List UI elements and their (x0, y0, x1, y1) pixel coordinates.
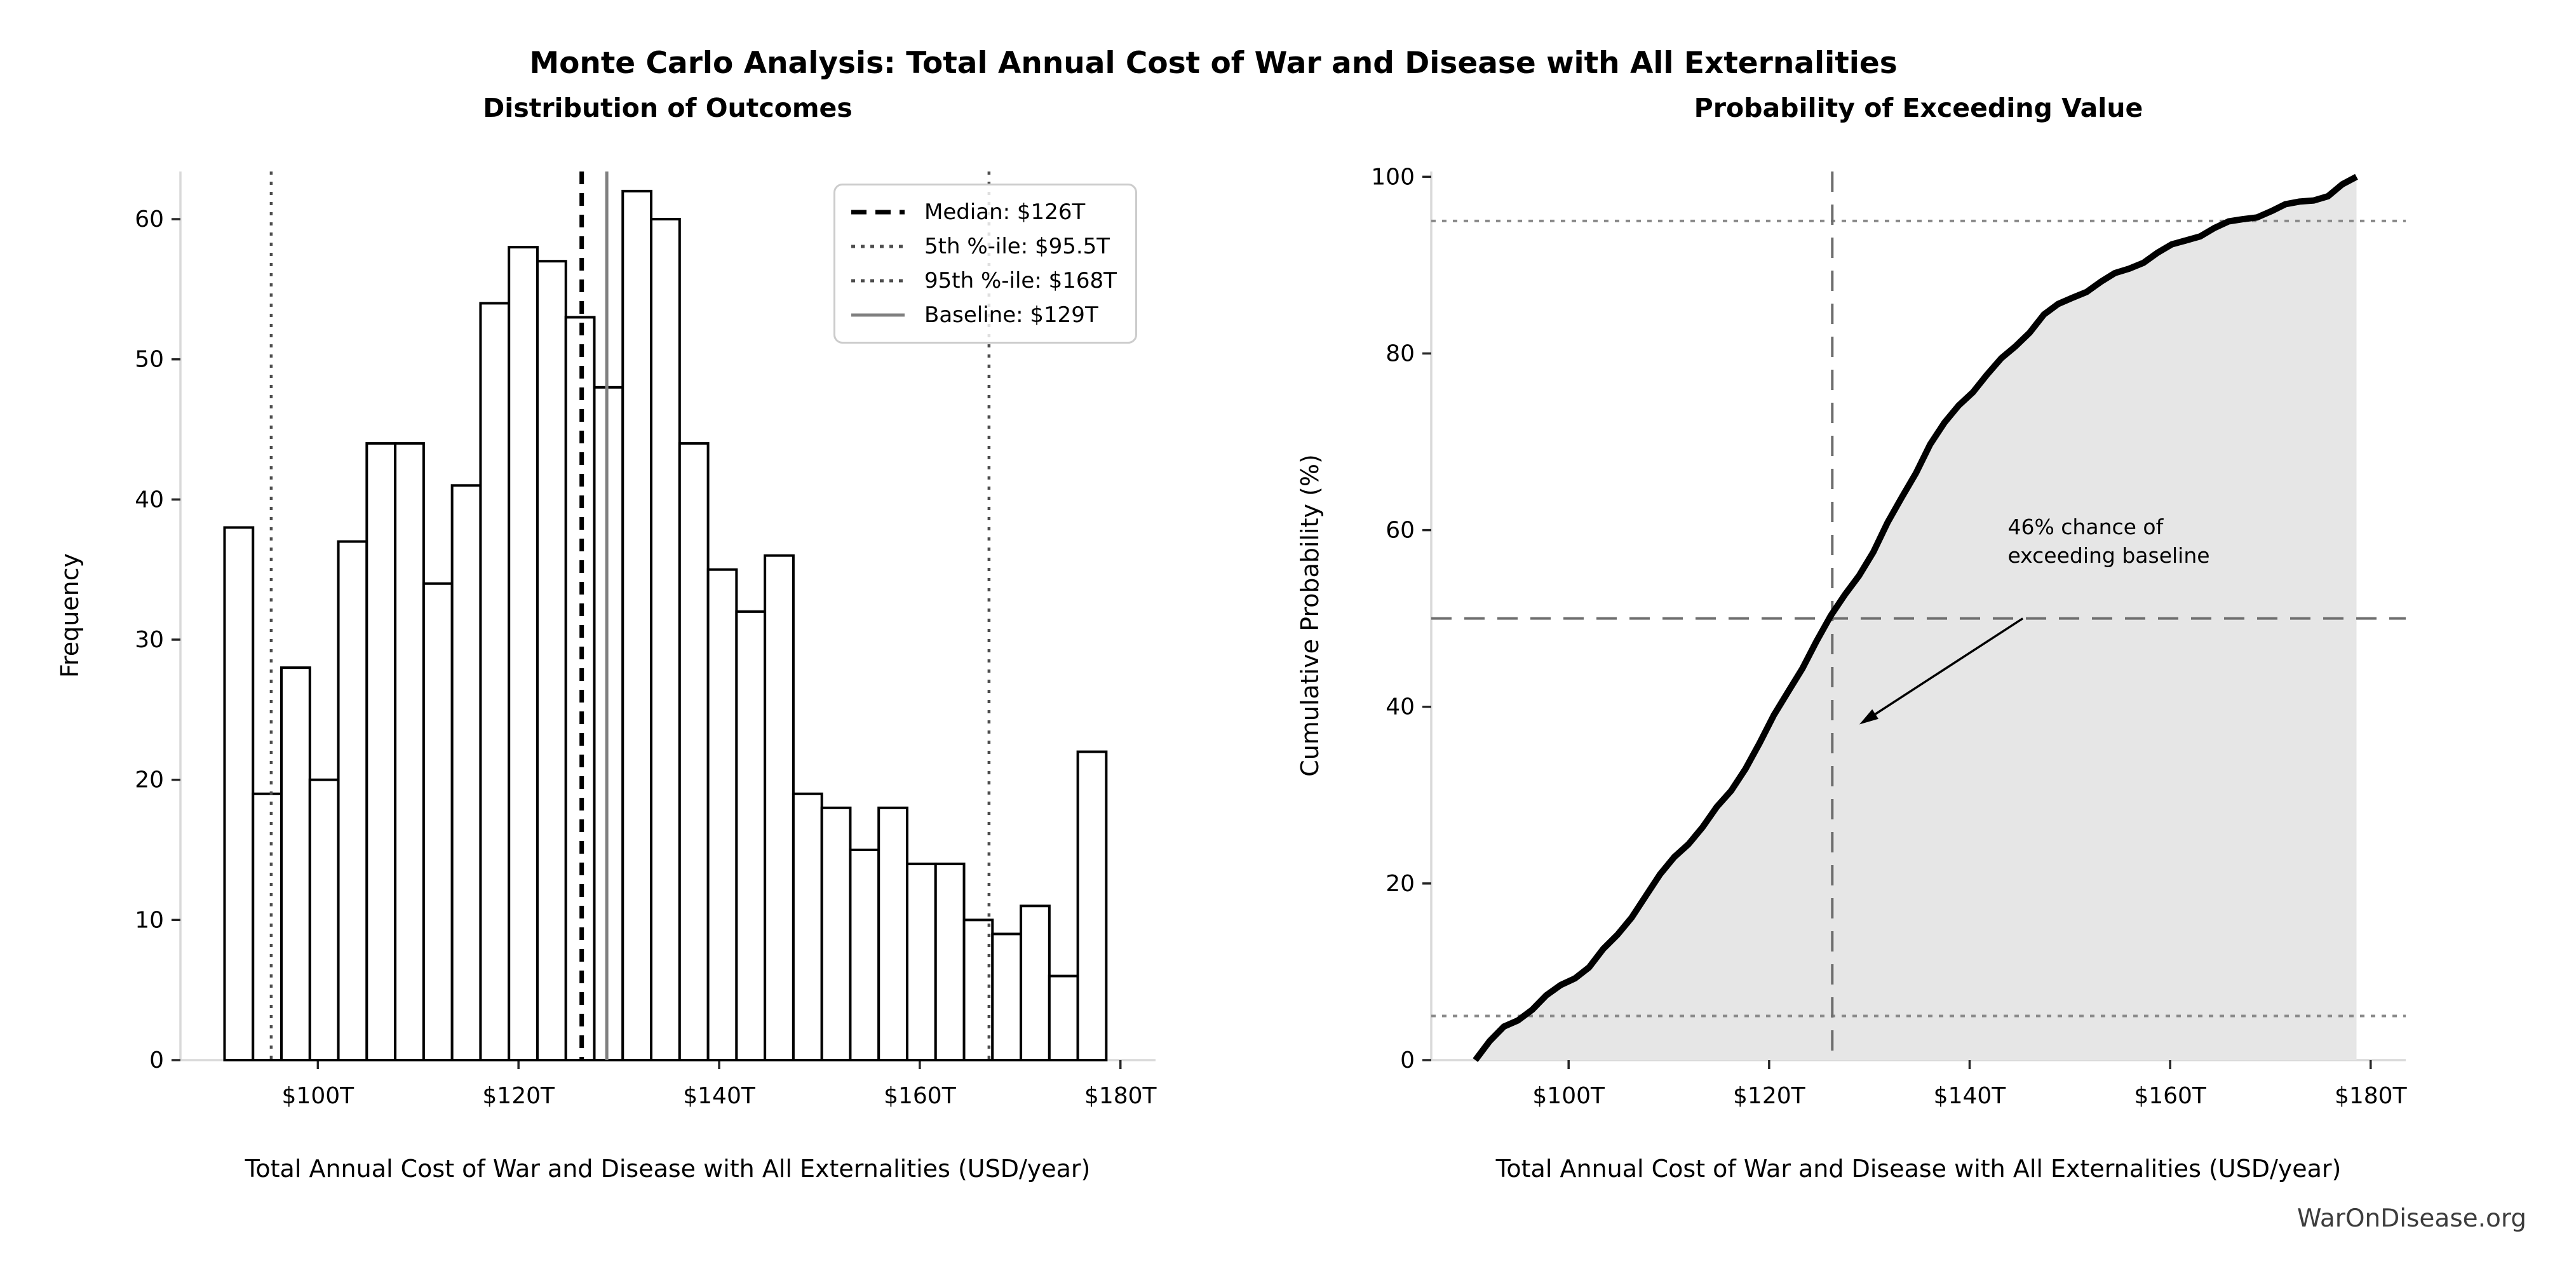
histogram-bar (450, 484, 482, 1061)
histogram-bar (877, 806, 908, 1062)
histogram-bar (280, 666, 311, 1062)
legend: Median: $126T 5th %-ile: $95.5T 95th %-i… (833, 184, 1137, 344)
cdf-x-tick-label: $100T (1532, 1083, 1605, 1109)
hist-x-tick-label: $140T (683, 1083, 756, 1109)
cdf-x-tick-label: $120T (1733, 1083, 1806, 1109)
histogram-bar (536, 260, 567, 1061)
percentile95-line-icon (851, 279, 905, 283)
annotation-line-2: exceeding baseline (2007, 542, 2210, 568)
hist-y-tick-label: 20 (135, 767, 164, 793)
legend-item-baseline: Baseline: $129T (849, 302, 1124, 328)
histogram-bar (650, 218, 681, 1061)
cdf-y-tick-label: 60 (1386, 518, 1415, 544)
histogram-bar (564, 316, 596, 1061)
histogram-bar (905, 863, 937, 1061)
histogram-bar (764, 554, 795, 1061)
histogram-bar (1048, 974, 1079, 1062)
histogram-bar (337, 540, 368, 1061)
histogram-bar (394, 442, 425, 1061)
histogram-bar (820, 806, 852, 1062)
histogram-bar (678, 442, 710, 1061)
cdf-x-axis-label: Total Annual Cost of War and Disease wit… (1495, 1155, 2342, 1183)
histogram-bar (621, 189, 653, 1062)
histogram-bar (308, 778, 340, 1061)
cdf-title: Probability of Exceeding Value (1694, 93, 2143, 123)
legend-item-p5: 5th %-ile: $95.5T (849, 234, 1124, 259)
percentile5-line-icon (851, 245, 905, 248)
cdf-x-tick-label: $160T (2134, 1083, 2207, 1109)
histogram-bar (365, 442, 397, 1061)
hist-y-tick-label: 10 (135, 907, 164, 933)
hist-x-tick-label: $100T (282, 1083, 355, 1109)
hist-y-tick-label: 40 (135, 487, 164, 513)
histogram-title: Distribution of Outcomes (483, 93, 853, 123)
cdf-x-tick-label: $140T (1934, 1083, 2007, 1109)
histogram-bar (706, 568, 738, 1061)
annotation-line-1: 46% chance of (2007, 514, 2164, 539)
cdf-y-tick-label: 40 (1386, 694, 1415, 720)
hist-y-tick-label: 30 (135, 627, 164, 653)
hist-x-tick-label: $120T (482, 1083, 555, 1109)
cdf-y-tick-label: 0 (1400, 1047, 1415, 1073)
watermark: WarOnDisease.org (2296, 1204, 2526, 1233)
figure-title: Monte Carlo Analysis: Total Annual Cost … (529, 46, 1898, 81)
histogram-bar (792, 792, 823, 1061)
legend-label-p5: 5th %-ile: $95.5T (924, 234, 1110, 259)
baseline-line-icon (851, 313, 905, 317)
cdf-curve (1473, 173, 2358, 1063)
legend-item-median: Median: $126T (849, 199, 1124, 225)
histogram-bar (252, 792, 283, 1061)
legend-item-p95: 95th %-ile: $168T (849, 268, 1124, 293)
histogram-bar (508, 246, 539, 1061)
histogram-bar (223, 526, 255, 1061)
cdf-y-tick-label: 20 (1386, 871, 1415, 897)
histogram-bar (422, 582, 454, 1061)
histogram-x-axis-label: Total Annual Cost of War and Disease wit… (245, 1155, 1091, 1183)
cdf-y-tick-label: 80 (1386, 340, 1415, 367)
histogram-bar (1020, 904, 1051, 1061)
histogram-bar (735, 610, 767, 1061)
cdf-x-tick-label: $180T (2335, 1083, 2408, 1109)
hist-y-tick-label: 0 (149, 1047, 164, 1073)
annotation-arrow-line (1875, 617, 2024, 715)
legend-label-baseline: Baseline: $129T (924, 302, 1098, 328)
hist-x-tick-label: $160T (884, 1083, 957, 1109)
hist-y-tick-label: 50 (135, 347, 164, 373)
histogram-bar (593, 386, 624, 1061)
legend-label-p95: 95th %-ile: $168T (924, 268, 1117, 293)
cdf-y-tick-label: 100 (1371, 164, 1415, 190)
histogram-bar (849, 849, 880, 1062)
histogram-bar (991, 932, 1023, 1062)
median-line-icon (851, 210, 905, 215)
histogram-bar (1076, 750, 1108, 1062)
hist-x-tick-label: $180T (1084, 1083, 1157, 1109)
histogram-bar (962, 918, 994, 1061)
legend-label-median: Median: $126T (924, 199, 1086, 225)
histogram-bar (479, 302, 511, 1061)
hist-y-tick-label: 60 (135, 206, 164, 232)
cdf-annotation: 46% chance of exceeding baseline (2007, 513, 2209, 570)
histogram-bar (934, 863, 966, 1061)
annotation-arrowhead (1859, 709, 1878, 725)
